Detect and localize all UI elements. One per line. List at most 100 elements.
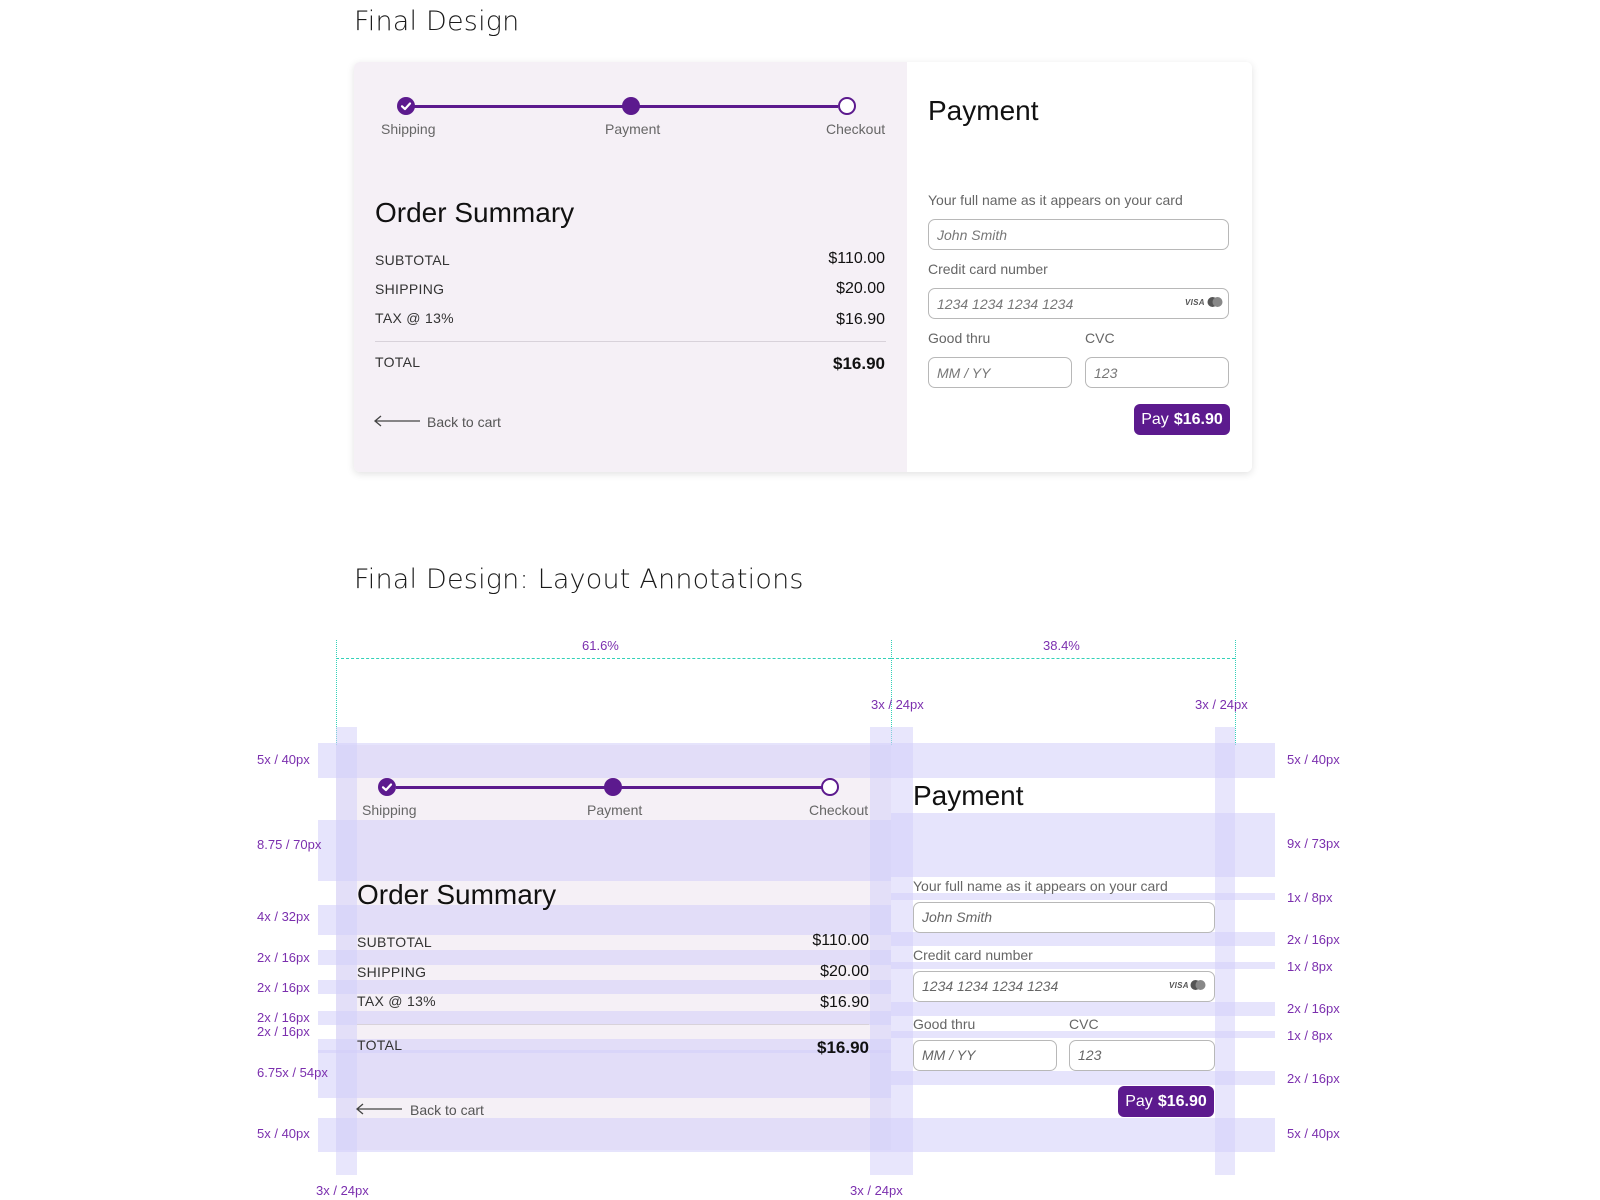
progress-stepper: Shipping Payment Checkout: [354, 62, 907, 152]
annotated-pay-button: Pay $16.90: [1118, 1086, 1214, 1117]
ann-bottom-mid: 3x / 24px: [850, 1183, 903, 1198]
card-number-input[interactable]: [928, 288, 1229, 319]
cardholder-name-input[interactable]: [928, 219, 1229, 250]
arrow-left-icon[interactable]: [373, 414, 421, 428]
annotated-pay-amount: $16.90: [1157, 1092, 1207, 1110]
ann-left-7: 6.75x / 54px: [257, 1065, 328, 1080]
total-value: $16.90: [833, 354, 885, 373]
annotated-subtotal-label: SUBTOTAL: [357, 934, 433, 950]
annotated-card-input: 1234 1234 1234 1234: [913, 971, 1215, 1002]
width-left-annotation: 61.6%: [582, 638, 619, 653]
annotated-payment-title: Payment: [913, 780, 1024, 811]
measure-line-right: [891, 658, 1235, 659]
visa-logo: VISA: [1185, 298, 1205, 307]
width-right-annotation: 38.4%: [1043, 638, 1080, 653]
tax-label: TAX @ 13%: [375, 310, 454, 326]
check-icon: [381, 783, 393, 792]
pay-button-amount: $16.90: [1173, 410, 1223, 428]
ann-left-4: 2x / 16px: [257, 980, 310, 995]
pay-button[interactable]: Pay $16.90: [1134, 404, 1230, 435]
annotated-pay-prefix: Pay: [1125, 1092, 1153, 1110]
measure-guide-mid: [891, 640, 892, 745]
payment-panel: [907, 62, 1252, 472]
annotated-cvc-label: CVC: [1069, 1016, 1099, 1032]
annotated-shipping-value: $20.00: [820, 963, 869, 980]
annotated-step-checkout-dot: [821, 778, 839, 796]
card-number-label: Credit card number: [928, 261, 1048, 277]
annotated-total-label: TOTAL: [357, 1037, 403, 1053]
annotated-visa-logo: VISA: [1169, 981, 1189, 990]
mastercard-icon: [1190, 980, 1206, 990]
cvc-input[interactable]: [1085, 357, 1229, 388]
annotated-subtotal-value: $110.00: [812, 932, 869, 949]
step-checkout-label: Checkout: [826, 121, 886, 137]
step-payment-dot[interactable]: [622, 97, 640, 115]
annotated-step-checkout-label: Checkout: [809, 802, 869, 818]
ann-right-8: 5x / 40px: [1287, 1126, 1340, 1141]
band-left-70: [318, 820, 891, 881]
band-left-bottom: [318, 1118, 891, 1152]
order-summary-title: Order Summary: [375, 197, 575, 228]
back-to-cart-link[interactable]: Back to cart: [427, 414, 501, 430]
annotated-tax-value: $16.90: [820, 994, 869, 1011]
summary-divider: [375, 341, 886, 342]
check-icon: [400, 102, 412, 111]
expiry-input[interactable]: [928, 357, 1072, 388]
tax-value: $16.90: [836, 311, 885, 328]
ann-left-0: 5x / 40px: [257, 752, 310, 767]
subtotal-value: $110.00: [828, 250, 885, 267]
ann-right-5: 2x / 16px: [1287, 1001, 1340, 1016]
annotated-name-label: Your full name as it appears on your car…: [913, 878, 1168, 894]
band-right-bottom: [891, 1118, 1275, 1152]
annotated-expiry-input: MM / YY: [913, 1040, 1057, 1071]
ann-right-7: 2x / 16px: [1287, 1071, 1340, 1086]
pay-button-prefix: Pay: [1141, 410, 1169, 428]
band-right-8a: [891, 893, 1275, 900]
name-label: Your full name as it appears on your car…: [928, 192, 1183, 208]
padding-band-right: [1215, 727, 1235, 1175]
band-left-54: [318, 1050, 891, 1098]
annotated-expiry-label: Good thru: [913, 1016, 976, 1032]
ann-left-3: 2x / 16px: [257, 950, 310, 965]
band-right-16a: [891, 932, 1275, 946]
annotated-tax-label: TAX @ 13%: [357, 993, 436, 1009]
payment-title: Payment: [928, 95, 1039, 126]
band-right-16c: [891, 1071, 1275, 1085]
mastercard-icon: [1207, 297, 1223, 307]
step-checkout-dot[interactable]: [838, 97, 856, 115]
shipping-value: $20.00: [836, 280, 885, 297]
annotated-back-link: Back to cart: [410, 1102, 484, 1118]
band-left-16d: [318, 1039, 891, 1053]
ann-left-1: 8.75 / 70px: [257, 837, 322, 852]
section-title-final-design: Final Design: [354, 6, 520, 37]
annotated-card-label: Credit card number: [913, 947, 1033, 963]
ann-right-0: 5x / 40px: [1287, 752, 1340, 767]
step-shipping-dot[interactable]: [397, 97, 415, 115]
expiry-label: Good thru: [928, 330, 991, 346]
total-label: TOTAL: [375, 354, 421, 370]
measure-line-left: [336, 658, 891, 659]
ann-right-2: 1x / 8px: [1287, 890, 1333, 905]
annotated-name-input: John Smith: [913, 902, 1215, 933]
ann-bottom-left: 3x / 24px: [316, 1183, 369, 1198]
ann-right-4: 1x / 8px: [1287, 959, 1333, 974]
section-title-layout-annotations: Final Design: Layout Annotations: [354, 564, 804, 595]
annotated-total-value: $16.90: [817, 1038, 869, 1057]
band-right-8b: [891, 962, 1275, 969]
annotated-divider: [357, 1024, 869, 1025]
ann-right-3: 2x / 16px: [1287, 932, 1340, 947]
step-payment-label: Payment: [605, 121, 661, 137]
band-left-16c: [318, 1011, 891, 1025]
checkout-card: Shipping Payment Checkout Order Summary …: [354, 62, 1252, 472]
band-left-16a: [318, 950, 891, 965]
ann-left-5: 2x / 16px: [257, 1010, 310, 1025]
annotated-step-payment-label: Payment: [587, 802, 643, 818]
annotated-step-shipping-dot: [378, 778, 396, 796]
ann-left-6: 2x / 16px: [257, 1024, 310, 1039]
band-left-32: [318, 905, 891, 935]
band-right-73: [891, 813, 1275, 877]
ann-right-6: 1x / 8px: [1287, 1028, 1333, 1043]
band-right-16b: [891, 1002, 1275, 1016]
annotated-step-shipping-label: Shipping: [362, 802, 417, 818]
subtotal-label: SUBTOTAL: [375, 252, 451, 268]
